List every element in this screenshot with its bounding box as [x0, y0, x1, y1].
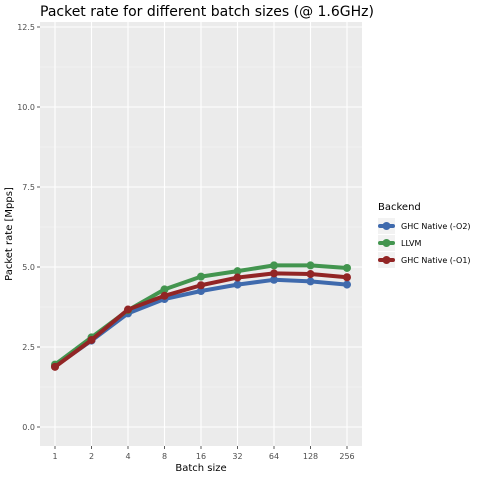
x-tick-label: 16 — [196, 452, 206, 461]
legend-title: Backend — [378, 202, 421, 213]
series-ghc-native-o1 — [51, 269, 351, 371]
grid — [40, 22, 362, 446]
x-tick-label: 4 — [125, 452, 130, 461]
data-point — [197, 287, 205, 295]
legend-label: GHC Native (-O2) — [401, 222, 471, 231]
data-point — [343, 263, 351, 272]
y-tick-label: 12.5 — [17, 23, 35, 32]
y-tick-label: 5.0 — [22, 263, 35, 272]
data-point — [270, 261, 278, 270]
data-point — [343, 280, 351, 289]
data-point — [270, 275, 278, 284]
data-point — [306, 277, 315, 286]
y-axis-title: Packet rate [Mpps] — [4, 187, 15, 281]
data-point — [233, 267, 242, 276]
data-point — [51, 362, 59, 371]
legend-key-point — [382, 222, 391, 230]
y-tick-label: 10.0 — [17, 103, 35, 112]
series-layer — [51, 261, 351, 371]
legend-key-point — [382, 239, 391, 247]
x-tick-label: 128 — [303, 452, 318, 461]
data-point — [343, 273, 351, 282]
data-point — [87, 335, 96, 344]
data-point — [306, 261, 315, 270]
data-point — [197, 281, 205, 290]
x-tick-label: 1 — [52, 452, 57, 461]
x-tick-label: 8 — [162, 452, 167, 461]
legend-key-point — [382, 256, 391, 264]
data-point — [233, 273, 242, 282]
data-point — [306, 270, 315, 279]
legend-label: LLVM — [401, 239, 422, 248]
legend-label: GHC Native (-O1) — [401, 256, 471, 265]
legend: GHC Native (-O2) LLVM GHC Native (-O1) — [378, 218, 471, 268]
y-tick-label: 0.0 — [22, 423, 35, 432]
x-tick-label: 2 — [89, 452, 94, 461]
x-tick-label: 256 — [339, 452, 354, 461]
data-point — [160, 285, 169, 294]
chart-title: Packet rate for different batch sizes (@… — [40, 4, 374, 20]
y-tick-label: 7.5 — [22, 183, 35, 192]
x-axis-ticks: 1 2 4 8 16 32 64 128 256 — [52, 446, 355, 461]
data-point — [197, 272, 205, 281]
x-axis-title: Batch size — [175, 463, 226, 474]
data-point — [270, 269, 278, 278]
y-axis-ticks: 0.0 2.5 5.0 7.5 10.0 12.5 — [17, 23, 40, 432]
x-tick-label: 64 — [269, 452, 279, 461]
data-point — [124, 305, 132, 314]
data-point — [233, 280, 242, 289]
y-tick-label: 2.5 — [22, 343, 35, 352]
x-tick-label: 32 — [232, 452, 242, 461]
data-point — [160, 291, 169, 300]
